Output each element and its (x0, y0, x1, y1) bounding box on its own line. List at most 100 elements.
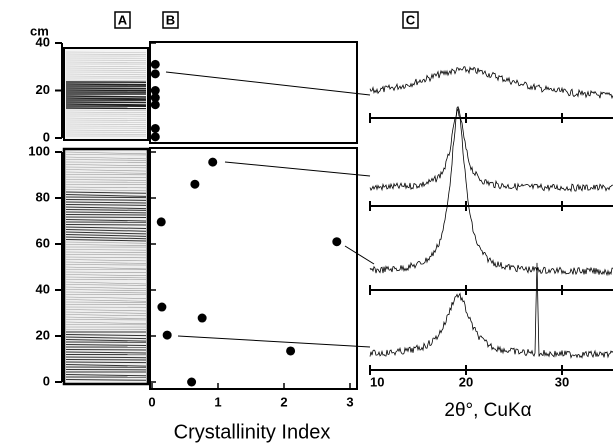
connector (344, 245, 375, 265)
core-stripe (65, 231, 147, 235)
core-stripe (65, 194, 147, 197)
data-point (197, 313, 207, 323)
core-stripe (65, 364, 147, 367)
y-tick-label: 20 (36, 82, 50, 97)
data-point (150, 100, 160, 110)
core-stripe (65, 53, 147, 55)
connector (224, 161, 371, 177)
data-point (150, 132, 160, 142)
core-stripe (65, 166, 147, 169)
panel-box (402, 11, 419, 29)
core-stripe (65, 196, 147, 199)
core-stripe (65, 169, 147, 172)
core-stripe (65, 171, 147, 174)
core-stripe (65, 75, 147, 77)
core-stripe (65, 211, 147, 214)
core-stripe (65, 309, 147, 312)
core-stripe (65, 284, 147, 286)
core-stripe (65, 189, 147, 192)
core-stripe (65, 299, 147, 302)
xrd-trace (369, 262, 613, 359)
x-axis-title: Crystallinity Index (174, 421, 331, 443)
core-stripe (65, 291, 147, 294)
panel-labels: A B C (114, 11, 419, 29)
xrd-trace (369, 108, 613, 277)
x-tick-label: 3 (346, 394, 353, 409)
core-stripe (65, 156, 147, 160)
panel-label: A (118, 12, 128, 27)
data-point (332, 237, 342, 247)
core-stripe (65, 239, 147, 242)
core-stripe (65, 209, 147, 211)
data-point (157, 302, 167, 312)
data-point (187, 377, 197, 387)
core-stripe (65, 349, 147, 351)
core-stripe (65, 151, 147, 155)
xrd-trace (369, 105, 613, 193)
core-stripe (65, 97, 147, 100)
core-stripe (65, 314, 147, 317)
core-stripe (65, 234, 147, 237)
core-stripe (65, 164, 147, 167)
core-stripe (65, 351, 147, 354)
core-stripe (65, 336, 147, 340)
core-stripe (65, 117, 147, 120)
core-stripe (65, 271, 147, 274)
y-tick-label: 100 (28, 143, 50, 158)
y-tick-label: 40 (36, 281, 50, 296)
core-stripe (65, 249, 147, 251)
core-stripe (65, 261, 147, 264)
core-stripe (65, 361, 147, 364)
core-stripe (65, 129, 147, 132)
core-stripe (65, 159, 147, 161)
core-stripe (65, 67, 147, 69)
core-stripe (65, 103, 147, 106)
core-stripe (65, 236, 147, 240)
core-stripe (65, 224, 147, 226)
data-point (150, 86, 160, 95)
core-stripe (65, 251, 147, 254)
core-stripe (65, 123, 147, 125)
xrd-trace (369, 66, 613, 100)
x-tick-label: 1 (214, 394, 221, 409)
core-stripe (65, 226, 147, 230)
core-stripe (65, 65, 147, 68)
connector (177, 335, 371, 348)
data-point (162, 330, 172, 340)
core-stripe (65, 356, 147, 359)
core-stripe (65, 201, 147, 204)
x-tick-label: 30 (555, 374, 569, 389)
core-stripe (65, 264, 147, 266)
panel-label: C (406, 12, 416, 27)
y-tick-label: 20 (36, 327, 50, 342)
core-images (62, 47, 150, 386)
y-tick-label: 80 (36, 189, 50, 204)
x-tick-label: 2 (280, 394, 287, 409)
core-stripe (65, 61, 147, 63)
core-stripe (65, 379, 147, 381)
x-tick-label: 0 (148, 394, 155, 409)
core-stripe (65, 214, 147, 216)
core-stripe (65, 259, 147, 262)
x-tick-label: 20 (459, 374, 473, 389)
panel-box (162, 11, 179, 29)
connector (165, 71, 371, 96)
plot-frame (149, 41, 358, 144)
core-stripe (65, 95, 147, 98)
data-point (208, 157, 218, 167)
core-stripe (65, 179, 147, 181)
x-axis-title: 2θ°, CuKα (444, 400, 531, 421)
core-stripe (65, 206, 147, 210)
data-point (150, 69, 160, 79)
core-stripe (65, 286, 147, 290)
core-stripe (65, 73, 147, 76)
y-axis-unit: cm (30, 23, 49, 38)
core-stripe (65, 296, 147, 299)
core-stripe (65, 339, 147, 342)
panel-box (114, 11, 131, 29)
core-stripe (65, 241, 147, 244)
core-stripe (65, 83, 147, 86)
core-stripe (65, 244, 147, 246)
core-stripe (65, 229, 147, 232)
